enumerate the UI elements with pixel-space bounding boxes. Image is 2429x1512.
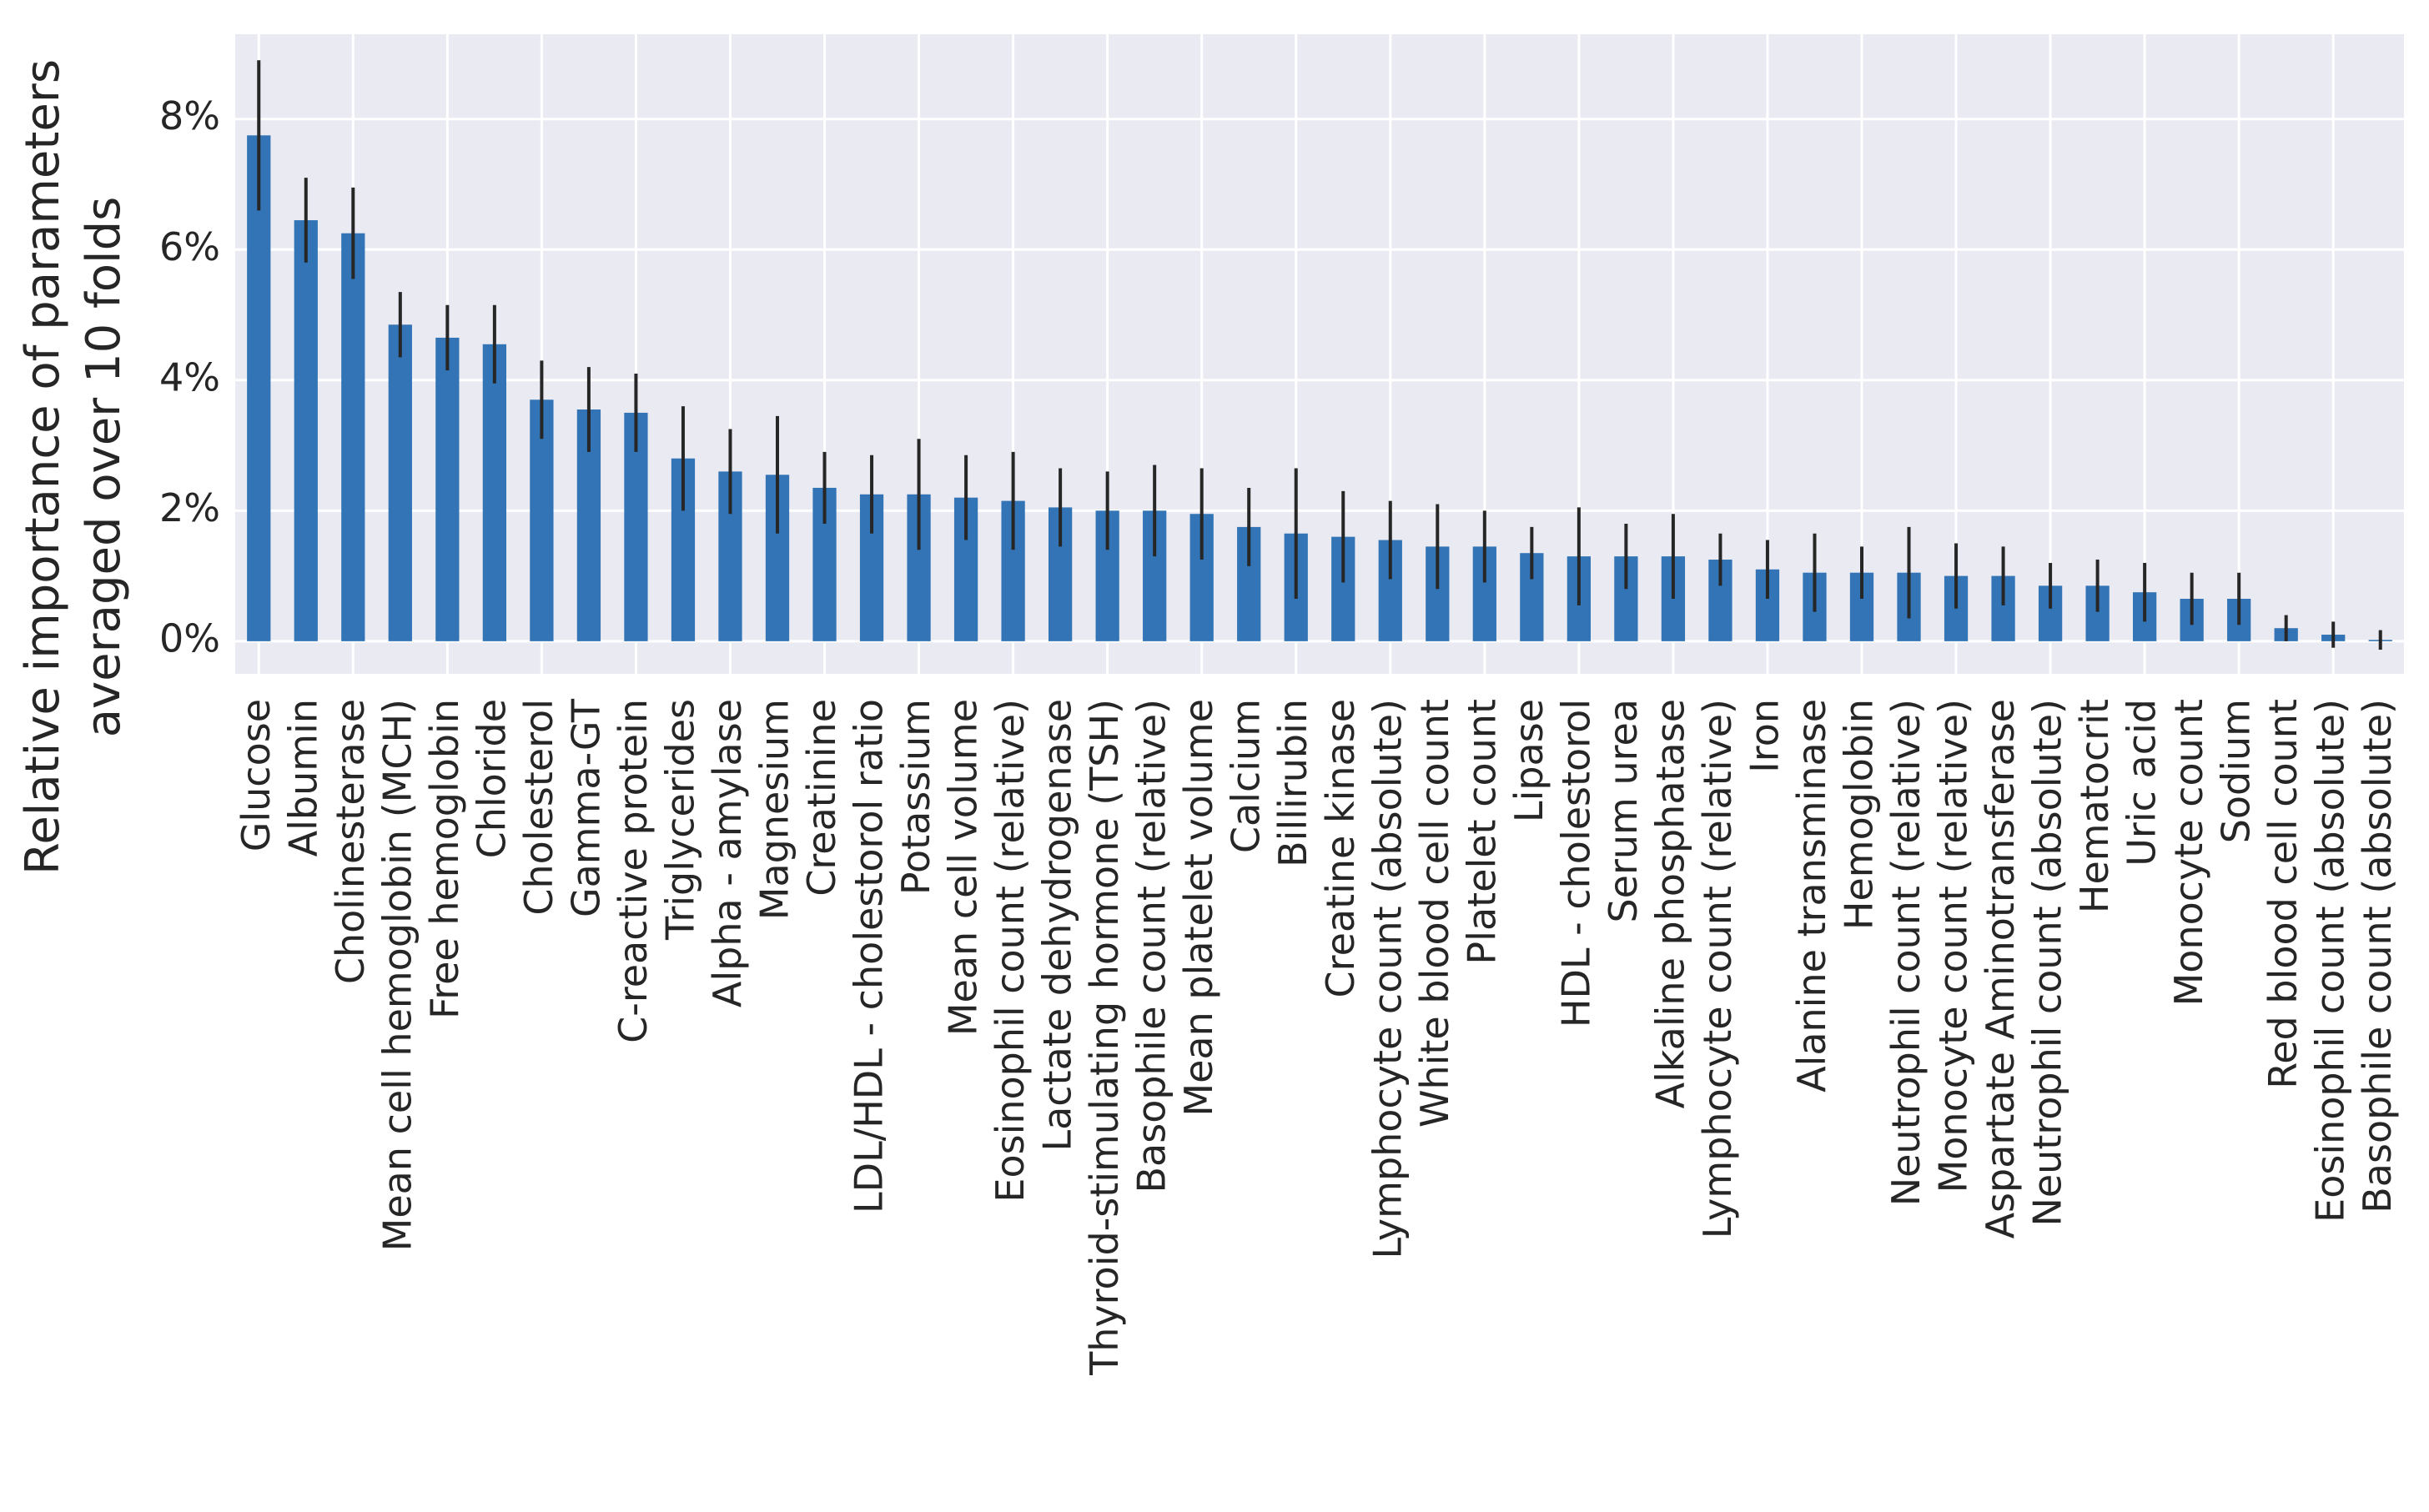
y-tick-label: 0% xyxy=(159,615,220,661)
x-tick-label: Aspartate Aminotransferase xyxy=(1978,699,2023,1238)
x-tick-label: Lipase xyxy=(1506,699,1551,822)
x-tick-label: Triglycerides xyxy=(657,699,702,941)
x-tick-label: Lymphocyte count (relative) xyxy=(1695,699,1740,1238)
x-tick-label: Eosinophil count (absolute) xyxy=(2308,699,2353,1223)
y-tick-label: 6% xyxy=(159,224,220,269)
x-tick-label: Red blood cell count xyxy=(2261,699,2306,1089)
x-tick-label: Chloride xyxy=(469,699,514,858)
x-tick-label: Calcium xyxy=(1224,699,1269,853)
x-tick-label: Sodium xyxy=(2214,699,2259,843)
x-tick-label: Mean cell volume xyxy=(941,699,986,1036)
x-tick-label: Platelet count xyxy=(1459,699,1504,965)
x-tick-label: White blood cell count xyxy=(1412,699,1457,1128)
bar xyxy=(435,337,460,641)
x-tick-label: Hematocrit xyxy=(2072,699,2117,913)
x-tick-label: Lactate dehydrogenase xyxy=(1035,699,1080,1152)
x-tick-label: Monocyte count xyxy=(2166,699,2211,1006)
x-tick-label: Cholesterol xyxy=(516,699,561,916)
x-tick-label: LDL/HDL - cholestorol ratio xyxy=(847,699,892,1213)
x-tick-label: Monocyte count (relative) xyxy=(1931,699,1976,1193)
bar xyxy=(294,220,318,641)
x-tick-label: HDL - cholestorol xyxy=(1553,699,1598,1027)
x-tick-label: Iron xyxy=(1742,699,1787,773)
x-tick-label: Eosinophil count (relative) xyxy=(988,699,1033,1203)
x-tick-label: Free hemoglobin xyxy=(422,699,467,1019)
x-tick-label: Creatinine xyxy=(799,699,844,897)
x-tick-label: Hemoglobin xyxy=(1837,699,1882,930)
x-tick-label: Basophile count (relative) xyxy=(1129,699,1174,1193)
x-tick-label: C-reactive protein xyxy=(611,699,656,1043)
bar xyxy=(388,324,412,641)
y-tick-label: 2% xyxy=(159,485,220,530)
x-tick-label: Glucose xyxy=(234,699,279,851)
x-tick-label: Billirubin xyxy=(1270,699,1315,867)
y-tick-label: 4% xyxy=(159,354,220,399)
y-axis-label: averaged over 10 folds xyxy=(77,197,131,738)
x-tick-label: Mean cell hemoglobin (MCH) xyxy=(375,699,420,1251)
x-tick-label: Alkaline phosphatase xyxy=(1647,699,1692,1108)
bar xyxy=(247,135,271,641)
y-axis-label: Relative importance of parameters xyxy=(16,59,70,875)
x-tick-label: Thyroid-stimulating hormone (TSH) xyxy=(1082,699,1127,1376)
bar xyxy=(341,233,365,641)
x-tick-label: Alanine transminase xyxy=(1789,699,1834,1093)
x-tick-label: Serum urea xyxy=(1601,699,1646,923)
x-tick-label: Alpha - amylase xyxy=(705,699,750,1007)
bar xyxy=(530,399,554,641)
x-tick-label: Creatine kinase xyxy=(1318,699,1363,997)
y-tick-label: 8% xyxy=(159,93,220,138)
x-tick-label: Cholinesterase xyxy=(328,699,373,984)
x-tick-label: Lymphocyte count (absolute) xyxy=(1365,699,1410,1258)
x-tick-label: Neutrophil count (relative) xyxy=(1883,699,1929,1206)
x-tick-label: Basophile count (absolute) xyxy=(2355,699,2400,1213)
x-tick-label: Gamma-GT xyxy=(563,698,608,917)
x-tick-label: Potassium xyxy=(893,699,938,895)
x-tick-label: Albumin xyxy=(280,699,325,856)
plot-area xyxy=(235,34,2404,674)
bar xyxy=(482,344,506,641)
x-tick-label: Mean platelet volume xyxy=(1176,699,1221,1117)
x-tick-label: Uric acid xyxy=(2120,699,2165,867)
x-tick-label: Magnesium xyxy=(752,699,797,920)
x-tick-label: Neutrophil count (absolute) xyxy=(2025,699,2070,1227)
